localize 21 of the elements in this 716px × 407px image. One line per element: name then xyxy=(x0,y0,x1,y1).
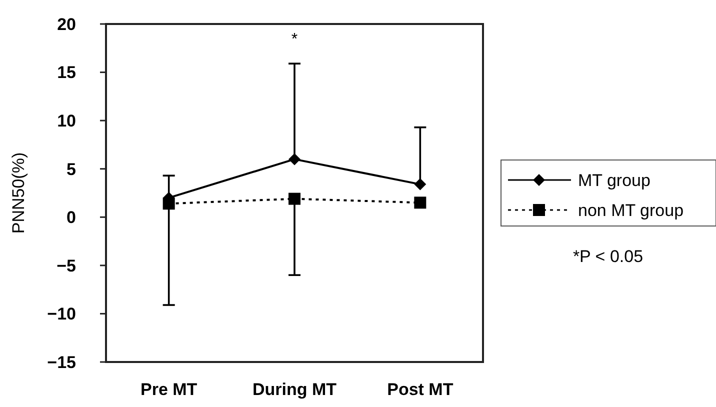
y-tick-label: −10 xyxy=(47,304,76,324)
y-tick-label: 15 xyxy=(57,63,76,82)
y-tick-label: 0 xyxy=(66,208,76,228)
point xyxy=(288,192,300,205)
legend-label: MT group xyxy=(578,170,650,190)
x-tick-label: Pre MT xyxy=(140,380,198,399)
x-tick-label: Post MT xyxy=(387,380,454,399)
y-tick-label: −15 xyxy=(47,352,76,372)
y-tick-label: −5 xyxy=(56,256,76,276)
x-tick-label: During MT xyxy=(252,380,338,399)
y-tick-label: 5 xyxy=(66,160,76,179)
y-tick-label: 10 xyxy=(57,112,76,131)
y-tick-label: 20 xyxy=(57,14,76,34)
point xyxy=(414,178,426,190)
legend-label: non MT group xyxy=(578,200,684,220)
point xyxy=(414,196,426,209)
point xyxy=(288,153,300,166)
text: *P < 0.05 xyxy=(572,247,644,266)
annotation: * xyxy=(291,31,298,48)
point xyxy=(162,198,175,210)
y-axis-title: PNN50(%) xyxy=(9,152,28,234)
